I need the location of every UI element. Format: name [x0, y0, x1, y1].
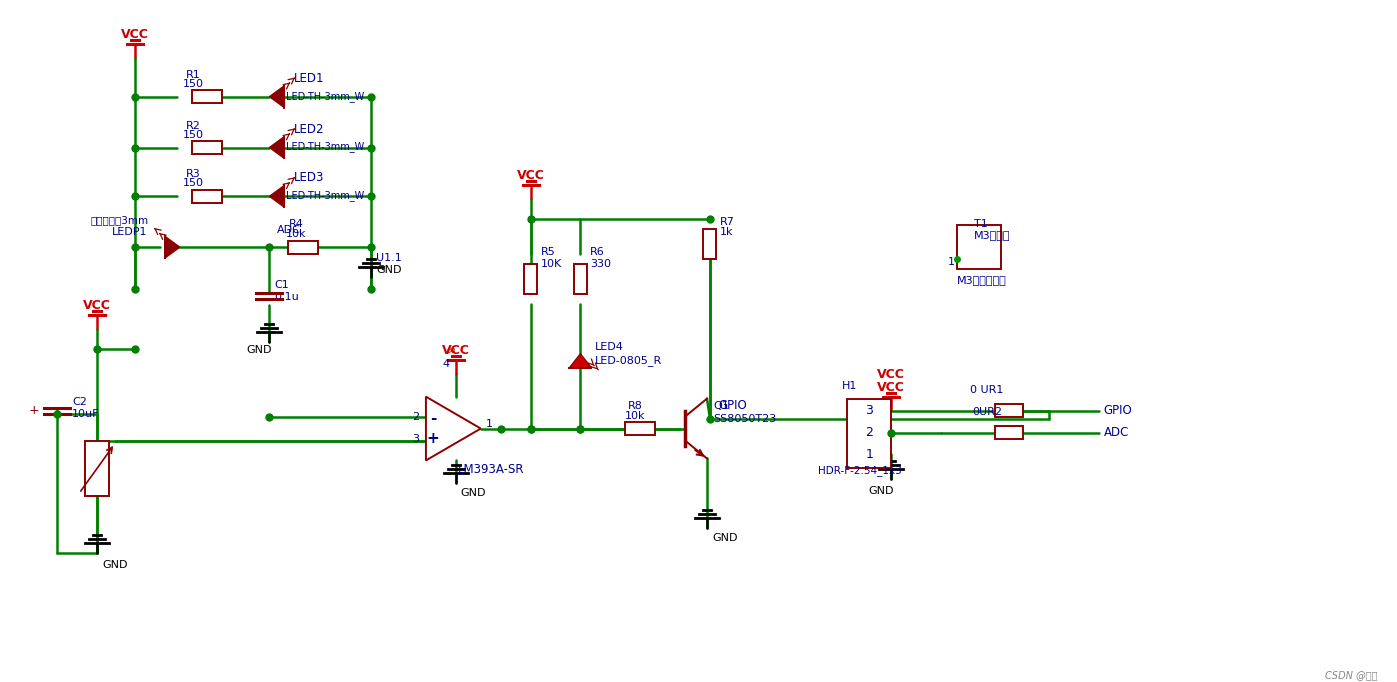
Text: 150: 150 — [183, 130, 204, 140]
Text: GND: GND — [712, 533, 738, 543]
Text: +: + — [426, 431, 439, 446]
Bar — [995, 426, 1023, 439]
Text: 4: 4 — [443, 359, 450, 369]
Polygon shape — [570, 354, 591, 368]
Polygon shape — [270, 136, 285, 158]
Text: ADC: ADC — [1104, 426, 1129, 439]
Text: ADC: ADC — [277, 225, 300, 235]
Text: 1k: 1k — [719, 227, 733, 237]
Text: R4: R4 — [289, 219, 303, 229]
Bar — [995, 404, 1023, 417]
Polygon shape — [426, 397, 481, 460]
Text: 10k: 10k — [286, 229, 306, 239]
Text: M3螺丝孔: M3螺丝孔 — [974, 231, 1010, 240]
Text: LED3: LED3 — [295, 171, 324, 184]
Text: LED4: LED4 — [595, 342, 624, 352]
Text: HDR-F-2.54_1x3: HDR-F-2.54_1x3 — [817, 466, 901, 477]
Text: 0 UR1: 0 UR1 — [971, 385, 1003, 395]
Text: GND: GND — [247, 345, 272, 355]
Bar — [288, 241, 319, 254]
Text: 3: 3 — [866, 404, 873, 417]
Text: VCC: VCC — [441, 344, 469, 357]
Text: 3: 3 — [412, 434, 419, 443]
Text: 2: 2 — [412, 412, 419, 421]
Text: R2: R2 — [186, 121, 201, 130]
Text: R7: R7 — [719, 218, 735, 227]
Text: R6: R6 — [591, 247, 605, 257]
Text: 1: 1 — [866, 448, 873, 461]
Text: 0.1u: 0.1u — [274, 292, 299, 302]
Text: 2: 2 — [866, 426, 873, 439]
Text: LED2: LED2 — [295, 123, 326, 136]
Bar — [524, 264, 536, 294]
Text: GND: GND — [102, 560, 127, 570]
Text: VCC: VCC — [877, 368, 905, 381]
Text: LEDP1: LEDP1 — [112, 227, 148, 237]
Text: 10k: 10k — [624, 411, 645, 421]
Text: VCC: VCC — [877, 381, 905, 394]
Bar — [191, 90, 222, 103]
Text: U1.1: U1.1 — [376, 253, 402, 263]
Bar — [626, 422, 655, 435]
Text: 150: 150 — [183, 179, 204, 188]
Text: C2: C2 — [73, 397, 87, 406]
Text: H1: H1 — [841, 381, 856, 391]
Text: R5: R5 — [541, 247, 555, 257]
Text: R3: R3 — [186, 169, 201, 179]
Text: GND: GND — [461, 488, 486, 499]
Bar — [957, 225, 1002, 269]
Text: CSDN @宝笙: CSDN @宝笙 — [1326, 670, 1377, 680]
Text: R1: R1 — [186, 70, 201, 80]
Bar — [191, 141, 222, 154]
Bar — [85, 441, 109, 496]
Text: VCC: VCC — [517, 169, 545, 182]
Text: 1: 1 — [486, 419, 493, 428]
Text: T1: T1 — [974, 219, 988, 229]
Text: LED-TH-3mm_W: LED-TH-3mm_W — [286, 91, 365, 102]
Polygon shape — [165, 236, 180, 258]
Text: LED-0805_R: LED-0805_R — [595, 355, 662, 366]
Text: 0UR2: 0UR2 — [972, 406, 1002, 417]
Text: GND: GND — [869, 486, 894, 496]
Text: 150: 150 — [183, 78, 204, 89]
Bar — [574, 264, 587, 294]
Polygon shape — [270, 86, 285, 108]
Polygon shape — [270, 186, 285, 207]
Text: SS8050T23: SS8050T23 — [712, 413, 777, 424]
Text: ∞: ∞ — [446, 343, 455, 356]
Text: 330: 330 — [591, 259, 612, 269]
Bar — [704, 229, 717, 259]
Text: GPIO: GPIO — [1104, 404, 1133, 417]
Text: VCC: VCC — [82, 299, 110, 312]
Text: Q1: Q1 — [712, 400, 729, 411]
Text: LM393A-SR: LM393A-SR — [457, 463, 524, 477]
Text: LED1: LED1 — [295, 72, 326, 85]
Text: 10K: 10K — [541, 259, 562, 269]
Text: R8: R8 — [627, 400, 643, 411]
Text: VCC: VCC — [122, 28, 149, 41]
Text: LED-TH-3mm_W: LED-TH-3mm_W — [286, 190, 365, 201]
Text: 光电二极管3mm: 光电二极管3mm — [91, 216, 149, 225]
Text: C1: C1 — [274, 280, 289, 290]
Text: GND: GND — [376, 265, 401, 275]
Text: -: - — [430, 411, 436, 426]
Text: 1: 1 — [949, 257, 956, 267]
Text: LED-TH-3mm_W: LED-TH-3mm_W — [286, 142, 365, 153]
Text: 10uF: 10uF — [73, 409, 99, 419]
Bar — [848, 399, 891, 469]
Text: M3梅花安装孔: M3梅花安装孔 — [957, 275, 1007, 285]
Bar — [191, 190, 222, 203]
Text: +: + — [28, 404, 39, 417]
Text: GPIO: GPIO — [718, 398, 746, 412]
